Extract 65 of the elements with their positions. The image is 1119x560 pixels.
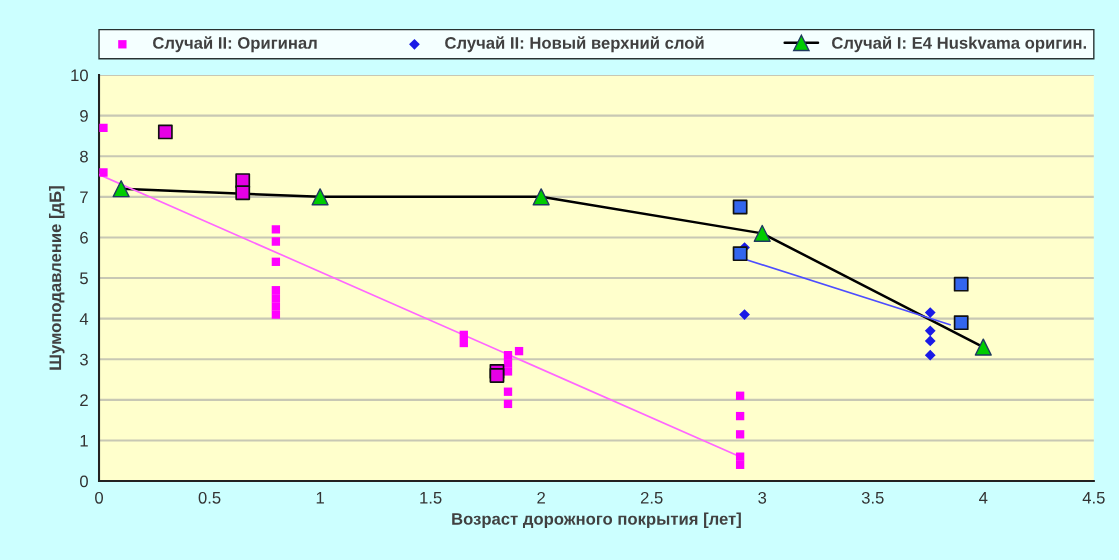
point <box>271 294 281 303</box>
point <box>503 399 513 409</box>
y-tick-label: 0 <box>80 475 88 488</box>
point <box>924 307 936 318</box>
point <box>271 286 281 295</box>
y-tick-label: 7 <box>80 191 88 203</box>
point <box>532 188 550 206</box>
point <box>735 411 745 421</box>
point <box>271 225 281 234</box>
point <box>735 460 745 469</box>
x-axis-title: Возраст дорожного покрытия [лет] <box>452 512 741 529</box>
point <box>924 335 936 347</box>
point <box>271 302 281 311</box>
point <box>732 246 748 262</box>
x-tick-label: 0.5 <box>198 491 221 504</box>
point <box>732 199 748 215</box>
y-tick-label: 1 <box>80 435 88 447</box>
point <box>974 338 992 356</box>
x-tick-label: 0 <box>95 491 104 504</box>
point <box>157 124 173 140</box>
point <box>99 123 108 132</box>
y-tick-label: 3 <box>79 353 88 366</box>
y-tick-label: 4 <box>79 313 89 325</box>
point <box>924 325 936 337</box>
y-axis-title: Шумоподавление [дБ] <box>48 186 65 370</box>
point <box>924 349 936 361</box>
point <box>503 387 513 396</box>
y-tick-label: 5 <box>80 272 88 285</box>
point <box>503 359 513 368</box>
point <box>953 276 969 292</box>
point <box>459 338 468 348</box>
x-tick-label: 1 <box>316 492 324 504</box>
point <box>514 346 524 356</box>
point <box>271 310 281 319</box>
point <box>459 330 468 340</box>
point <box>271 237 281 246</box>
x-tick-label: 3.5 <box>861 491 884 504</box>
point <box>489 368 505 383</box>
y-tick-label: 6 <box>80 231 88 244</box>
point <box>271 257 281 266</box>
point <box>953 315 969 331</box>
point <box>503 351 513 360</box>
x-tick-label: 4.5 <box>1082 492 1105 504</box>
y-tick-label: 2 <box>80 394 88 406</box>
x-tick-label: 2 <box>537 491 545 504</box>
point <box>99 168 108 177</box>
point <box>735 430 745 439</box>
point <box>311 188 329 206</box>
point <box>753 224 771 242</box>
x-tick-label: 3 <box>758 491 767 504</box>
y-tick-label: 8 <box>80 150 88 163</box>
point <box>739 309 750 320</box>
point <box>735 391 745 400</box>
point <box>112 180 130 198</box>
y-tick-label: 10 <box>71 69 88 82</box>
legend-label: Случай I: E4 Huskvama оригин. <box>832 36 1087 53</box>
x-tick-label: 2.5 <box>640 491 663 504</box>
x-tick-label: 4 <box>979 492 988 504</box>
point <box>503 367 513 376</box>
legend-label: Случай II: Оригинал <box>153 36 317 53</box>
point <box>735 452 745 461</box>
x-tick-label: 1.5 <box>420 492 442 504</box>
legend-label: Случай II: Новый верхний слой <box>445 36 704 53</box>
y-tick-label: 9 <box>80 110 88 122</box>
point <box>235 185 251 201</box>
